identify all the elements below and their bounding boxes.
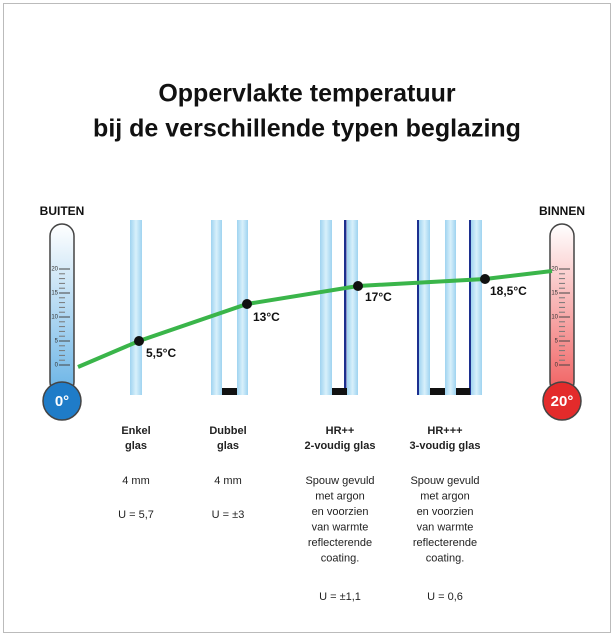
u-value: U = 0,6: [427, 591, 463, 603]
description: coating.: [426, 552, 465, 564]
description: en voorzien: [417, 506, 474, 518]
bulb-label: 0°: [55, 393, 69, 410]
description: met argon: [315, 490, 365, 502]
temp-label: 17°C: [365, 290, 392, 304]
label: BUITEN: [40, 204, 85, 218]
glass-name: glas: [217, 440, 239, 452]
description: reflecterende: [308, 537, 372, 549]
thickness: 4 mm: [214, 475, 242, 487]
points: [134, 274, 490, 346]
description: coating.: [321, 552, 360, 564]
u-value: U = 5,7: [118, 509, 154, 521]
scale-label: 10: [551, 315, 558, 321]
page: Oppervlakte temperatuur bij de verschill…: [0, 0, 614, 636]
temp-label: 5,5°C: [146, 346, 176, 360]
scale-label: 15: [51, 291, 58, 297]
glass: [130, 220, 482, 395]
bulb-label: 20°: [551, 393, 574, 410]
title: bij de verschillende typen beglazing: [93, 115, 521, 143]
description: reflecterende: [413, 537, 477, 549]
temp-label: 13°C: [253, 310, 280, 324]
description: van warmte: [312, 521, 369, 533]
temp-label: 18,5°C: [490, 284, 527, 298]
description: van warmte: [417, 521, 474, 533]
description: en voorzien: [312, 506, 369, 518]
scale-label: 20: [51, 267, 58, 273]
label: BINNEN: [539, 204, 585, 218]
glass-name: glas: [125, 440, 147, 452]
description: Spouw gevuld: [410, 475, 479, 487]
glass-name: 3-voudig glas: [410, 440, 481, 452]
glass-name: HR++: [326, 425, 355, 437]
u-value: U = ±1,1: [319, 591, 361, 603]
thickness: 4 mm: [122, 475, 150, 487]
infographic: Oppervlakte temperatuur bij de verschill…: [0, 0, 614, 636]
scale-label: 10: [51, 315, 58, 321]
description: met argon: [420, 490, 470, 502]
glass-name: 2-voudig glas: [305, 440, 376, 452]
title: Oppervlakte temperatuur: [158, 80, 456, 108]
scale-label: 20: [551, 267, 558, 273]
scale-label: 15: [551, 291, 558, 297]
glass-name: HR+++: [427, 425, 462, 437]
glass-name: Dubbel: [209, 425, 246, 437]
u-value: U = ±3: [212, 509, 245, 521]
description: Spouw gevuld: [305, 475, 374, 487]
glass-name: Enkel: [121, 425, 150, 437]
